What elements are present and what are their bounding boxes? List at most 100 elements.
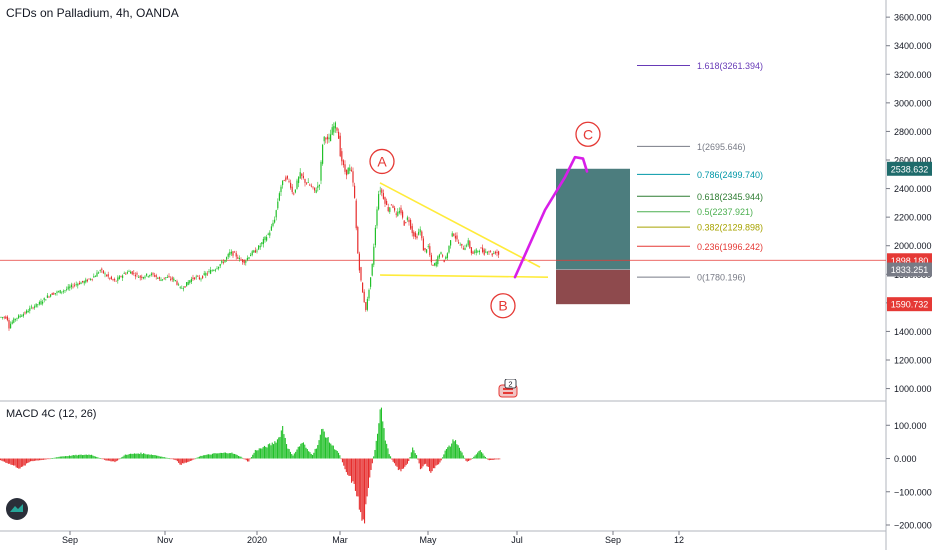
macd-bar bbox=[102, 458, 104, 460]
candle-body bbox=[429, 246, 431, 256]
candle-body bbox=[211, 270, 213, 272]
macd-bar bbox=[401, 458, 403, 469]
macd-bar bbox=[336, 450, 338, 459]
candle-body bbox=[80, 282, 82, 285]
macd-bar bbox=[497, 458, 499, 460]
macd-bar bbox=[202, 455, 204, 459]
events-flag-icon[interactable]: 2 bbox=[497, 379, 519, 399]
macd-bar bbox=[106, 458, 108, 461]
candle-body bbox=[251, 251, 253, 256]
candle-body bbox=[86, 279, 88, 282]
macd-bar bbox=[247, 458, 249, 462]
fibonacci-levels: 0(1780.196) 0.236(1996.242) 0.382(2129.898… bbox=[0, 61, 886, 283]
macd-bar bbox=[88, 454, 90, 459]
macd-bar bbox=[410, 452, 412, 459]
macd-bar bbox=[16, 458, 18, 468]
candle-body bbox=[474, 251, 476, 253]
candle-body bbox=[274, 219, 276, 223]
tradingview-logo-icon[interactable] bbox=[6, 498, 28, 520]
candle-body bbox=[237, 257, 239, 259]
macd-bar bbox=[0, 458, 2, 461]
macd-bar bbox=[175, 458, 177, 461]
candle-body bbox=[155, 275, 157, 277]
macd-bar bbox=[435, 458, 437, 466]
macd-bar bbox=[392, 458, 394, 462]
price-axis-label: 3200.000 bbox=[894, 70, 932, 80]
candle-body bbox=[379, 190, 381, 192]
candle-body bbox=[160, 279, 162, 281]
candle-body bbox=[261, 242, 263, 245]
price-axis-label: 2000.000 bbox=[894, 241, 932, 251]
candle-body bbox=[330, 134, 332, 142]
macd-bar bbox=[215, 453, 217, 459]
profit-zone bbox=[556, 168, 630, 270]
candle-body bbox=[85, 279, 87, 283]
candle-body bbox=[46, 295, 48, 298]
wave-label-circle bbox=[369, 148, 395, 175]
candle-body bbox=[445, 256, 447, 260]
macd-bar bbox=[457, 445, 459, 459]
candle-body bbox=[406, 217, 408, 220]
candle-body bbox=[147, 276, 149, 277]
macd-bar bbox=[371, 458, 373, 464]
candle-body bbox=[266, 236, 268, 241]
macd-bar bbox=[83, 454, 85, 459]
macd-bar bbox=[473, 456, 475, 459]
candle-body bbox=[218, 266, 220, 269]
candle-body bbox=[224, 260, 226, 263]
candle-body bbox=[310, 185, 312, 187]
candle-body bbox=[461, 243, 463, 246]
macd-bar bbox=[289, 451, 291, 459]
macd-bar bbox=[201, 455, 203, 459]
macd-bar bbox=[299, 446, 301, 459]
macd-bar bbox=[456, 444, 458, 459]
macd-bar bbox=[183, 458, 185, 464]
macd-bar bbox=[40, 458, 42, 461]
macd-bar bbox=[159, 456, 161, 459]
macd-bar bbox=[361, 458, 363, 521]
macd-bar bbox=[110, 458, 112, 462]
candle-body bbox=[334, 122, 336, 129]
candle-body bbox=[35, 303, 37, 307]
macd-bar bbox=[292, 455, 294, 459]
candle-body bbox=[14, 318, 16, 320]
macd-bar bbox=[27, 458, 29, 463]
candle-body bbox=[134, 274, 136, 277]
candle-body bbox=[37, 304, 39, 306]
candle-body bbox=[170, 279, 172, 280]
candle-body bbox=[45, 299, 47, 301]
macd-bar bbox=[144, 453, 146, 459]
macd-bar bbox=[20, 458, 22, 467]
fib-level-label: 0.786(2499.740) bbox=[697, 170, 763, 180]
candle-body bbox=[413, 231, 415, 237]
macd-bar bbox=[245, 458, 247, 461]
candle-body bbox=[53, 293, 55, 295]
candle-body bbox=[123, 273, 125, 274]
candle-body bbox=[312, 186, 314, 188]
candle-body bbox=[112, 279, 114, 281]
candle-body bbox=[374, 227, 376, 246]
macd-bar bbox=[28, 458, 30, 463]
macd-bar bbox=[137, 453, 139, 459]
macd-bar bbox=[230, 453, 232, 459]
macd-bar bbox=[291, 453, 293, 459]
macd-bar bbox=[236, 454, 238, 459]
candle-body bbox=[443, 259, 445, 263]
macd-bar bbox=[107, 458, 109, 461]
candle-body bbox=[370, 277, 372, 287]
macd-bar bbox=[267, 444, 269, 459]
candle-body bbox=[290, 182, 292, 188]
candle-body bbox=[0, 316, 2, 318]
macd-bar bbox=[18, 458, 20, 469]
macd-bar bbox=[481, 452, 483, 459]
macd-bar bbox=[258, 448, 260, 459]
macd-bar bbox=[458, 447, 460, 459]
macd-bar bbox=[222, 453, 224, 459]
macd-bar bbox=[253, 452, 255, 459]
candle-body bbox=[430, 255, 432, 263]
candle-body bbox=[203, 273, 205, 276]
macd-bar bbox=[15, 458, 17, 468]
candle-body bbox=[349, 167, 351, 171]
macd-bar bbox=[136, 453, 138, 459]
